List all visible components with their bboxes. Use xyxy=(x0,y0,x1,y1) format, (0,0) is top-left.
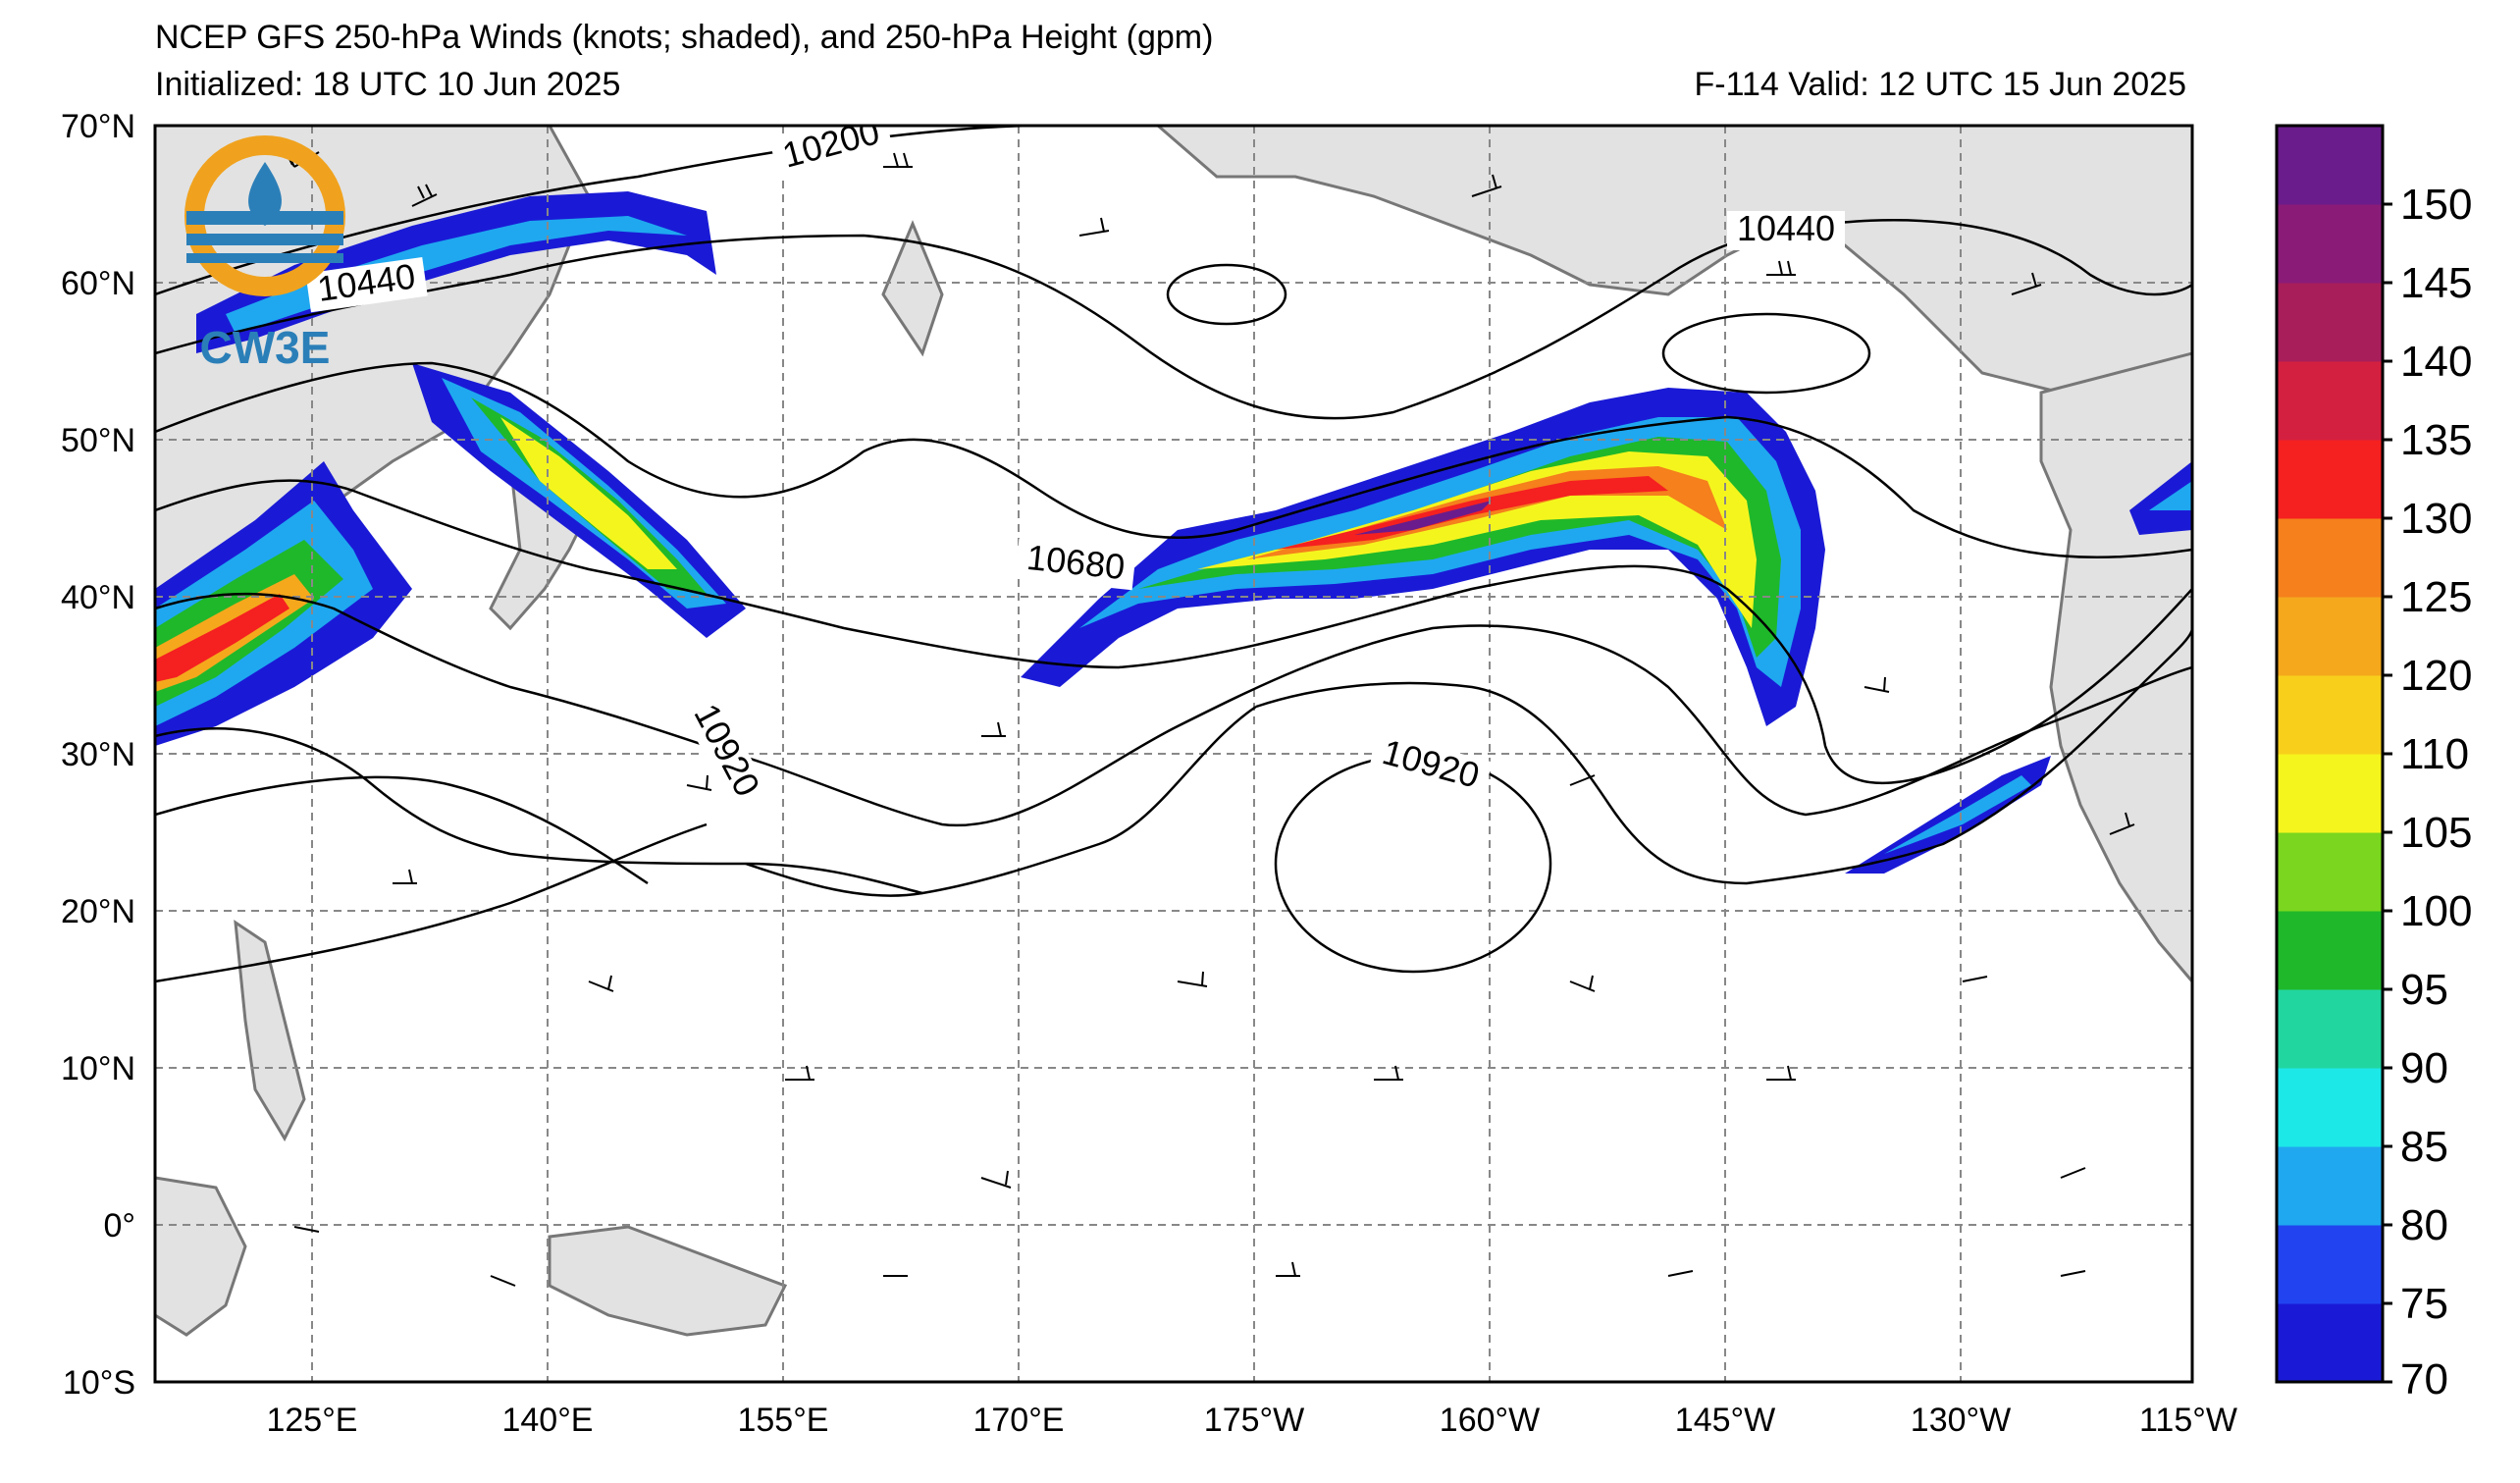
kamchatka xyxy=(881,220,944,357)
colorbar-cell xyxy=(2277,911,2383,990)
colorbar-tick-label: 140 xyxy=(2400,338,2472,386)
lon-label-145w: 145°W xyxy=(1675,1402,1775,1439)
logo-text: CW3E xyxy=(200,322,331,373)
colorbar-tick-label: 150 xyxy=(2400,181,2472,229)
colorbar-tick-label: 130 xyxy=(2400,495,2472,543)
colorbar-tick-label: 80 xyxy=(2400,1201,2448,1249)
colorbar-cell xyxy=(2277,204,2383,284)
colorbar: 70 75 80 85 90 95 100 105 110 120 125 130 135 140 145 1… xyxy=(2275,124,2472,1404)
colorbar-cell xyxy=(2277,675,2383,755)
lon-label-125e: 125°E xyxy=(266,1402,357,1439)
lon-label-175w: 175°W xyxy=(1204,1402,1304,1439)
lon-label-160w: 160°W xyxy=(1440,1402,1540,1439)
colorbar-tick-label: 125 xyxy=(2400,573,2472,621)
initialized-time: Initialized: 18 UTC 10 Jun 2025 xyxy=(155,66,621,103)
colorbar-tick-label: 75 xyxy=(2400,1280,2448,1328)
graticule xyxy=(155,126,2192,1382)
colorbar-cell xyxy=(2277,1303,2383,1383)
colorbar-cell xyxy=(2277,754,2383,833)
colorbar-tick-label: 90 xyxy=(2400,1044,2448,1092)
jet-subtropical xyxy=(1845,756,2051,874)
lon-label-170e: 170°E xyxy=(972,1402,1064,1439)
colorbar-cell xyxy=(2277,126,2383,205)
lat-label-60n: 60°N xyxy=(61,265,135,302)
lon-label-130w: 130°W xyxy=(1911,1402,2011,1439)
jet-stream-shading xyxy=(155,191,2192,874)
borneo-region xyxy=(155,1176,247,1337)
lat-label-40n: 40°N xyxy=(61,579,135,616)
colorbar-cell xyxy=(2277,518,2383,598)
lat-label-30n: 30°N xyxy=(61,736,135,773)
colorbar-tick-label: 85 xyxy=(2400,1123,2448,1171)
lat-label-70n: 70°N xyxy=(61,108,135,145)
lon-label-140e: 140°E xyxy=(501,1402,593,1439)
colorbar-tick-label: 95 xyxy=(2400,966,2448,1014)
colorbar-cell xyxy=(2277,989,2383,1069)
contour-label-10440-east: 10440 xyxy=(1737,208,1835,248)
colorbar-tick-label: 135 xyxy=(2400,416,2472,464)
colorbar-tick-label: 120 xyxy=(2400,652,2472,700)
jet-east-edge xyxy=(2129,461,2192,535)
longitude-labels: 125°E 140°E 155°E 170°E 175°W 160°W 145°… xyxy=(266,1402,2236,1439)
colorbar-tick-label: 105 xyxy=(2400,809,2472,857)
colorbar-cell xyxy=(2277,1225,2383,1304)
valid-time: F-114 Valid: 12 UTC 15 Jun 2025 xyxy=(1694,66,2186,103)
colorbar-cell xyxy=(2277,832,2383,912)
colorbar-tick-label: 145 xyxy=(2400,259,2472,307)
lon-label-155e: 155°E xyxy=(737,1402,828,1439)
colorbar-tick-label: 110 xyxy=(2400,730,2469,778)
colorbar-tick-label: 70 xyxy=(2400,1355,2448,1404)
map-frame xyxy=(153,124,2194,1384)
lat-label-10s: 10°S xyxy=(63,1364,135,1402)
colorbar-cell xyxy=(2277,361,2383,441)
latitude-labels: 70°N 60°N 50°N 40°N 30°N 20°N 10°N 0° 10… xyxy=(61,108,135,1402)
new-guinea xyxy=(548,1225,788,1337)
colorbar-cell xyxy=(2277,440,2383,519)
lat-label-10n: 10°N xyxy=(61,1050,135,1087)
wind-barbs xyxy=(286,151,2135,1287)
colorbar-tick-label: 100 xyxy=(2400,887,2472,935)
water-drop-icon xyxy=(248,162,282,226)
philippines xyxy=(234,919,306,1142)
lat-label-20n: 20°N xyxy=(61,893,135,930)
cw3e-logo: CW3E xyxy=(184,135,345,373)
colorbar-cell xyxy=(2277,1068,2383,1147)
lat-label-50n: 50°N xyxy=(61,422,135,459)
lon-label-115w: 115°W xyxy=(2139,1402,2237,1439)
map-title: NCEP GFS 250-hPa Winds (knots; shaded), … xyxy=(155,19,1214,56)
lat-label-eq: 0° xyxy=(103,1207,135,1245)
colorbar-cell xyxy=(2277,597,2383,676)
colorbar-cell xyxy=(2277,1146,2383,1226)
colorbar-cell xyxy=(2277,283,2383,362)
